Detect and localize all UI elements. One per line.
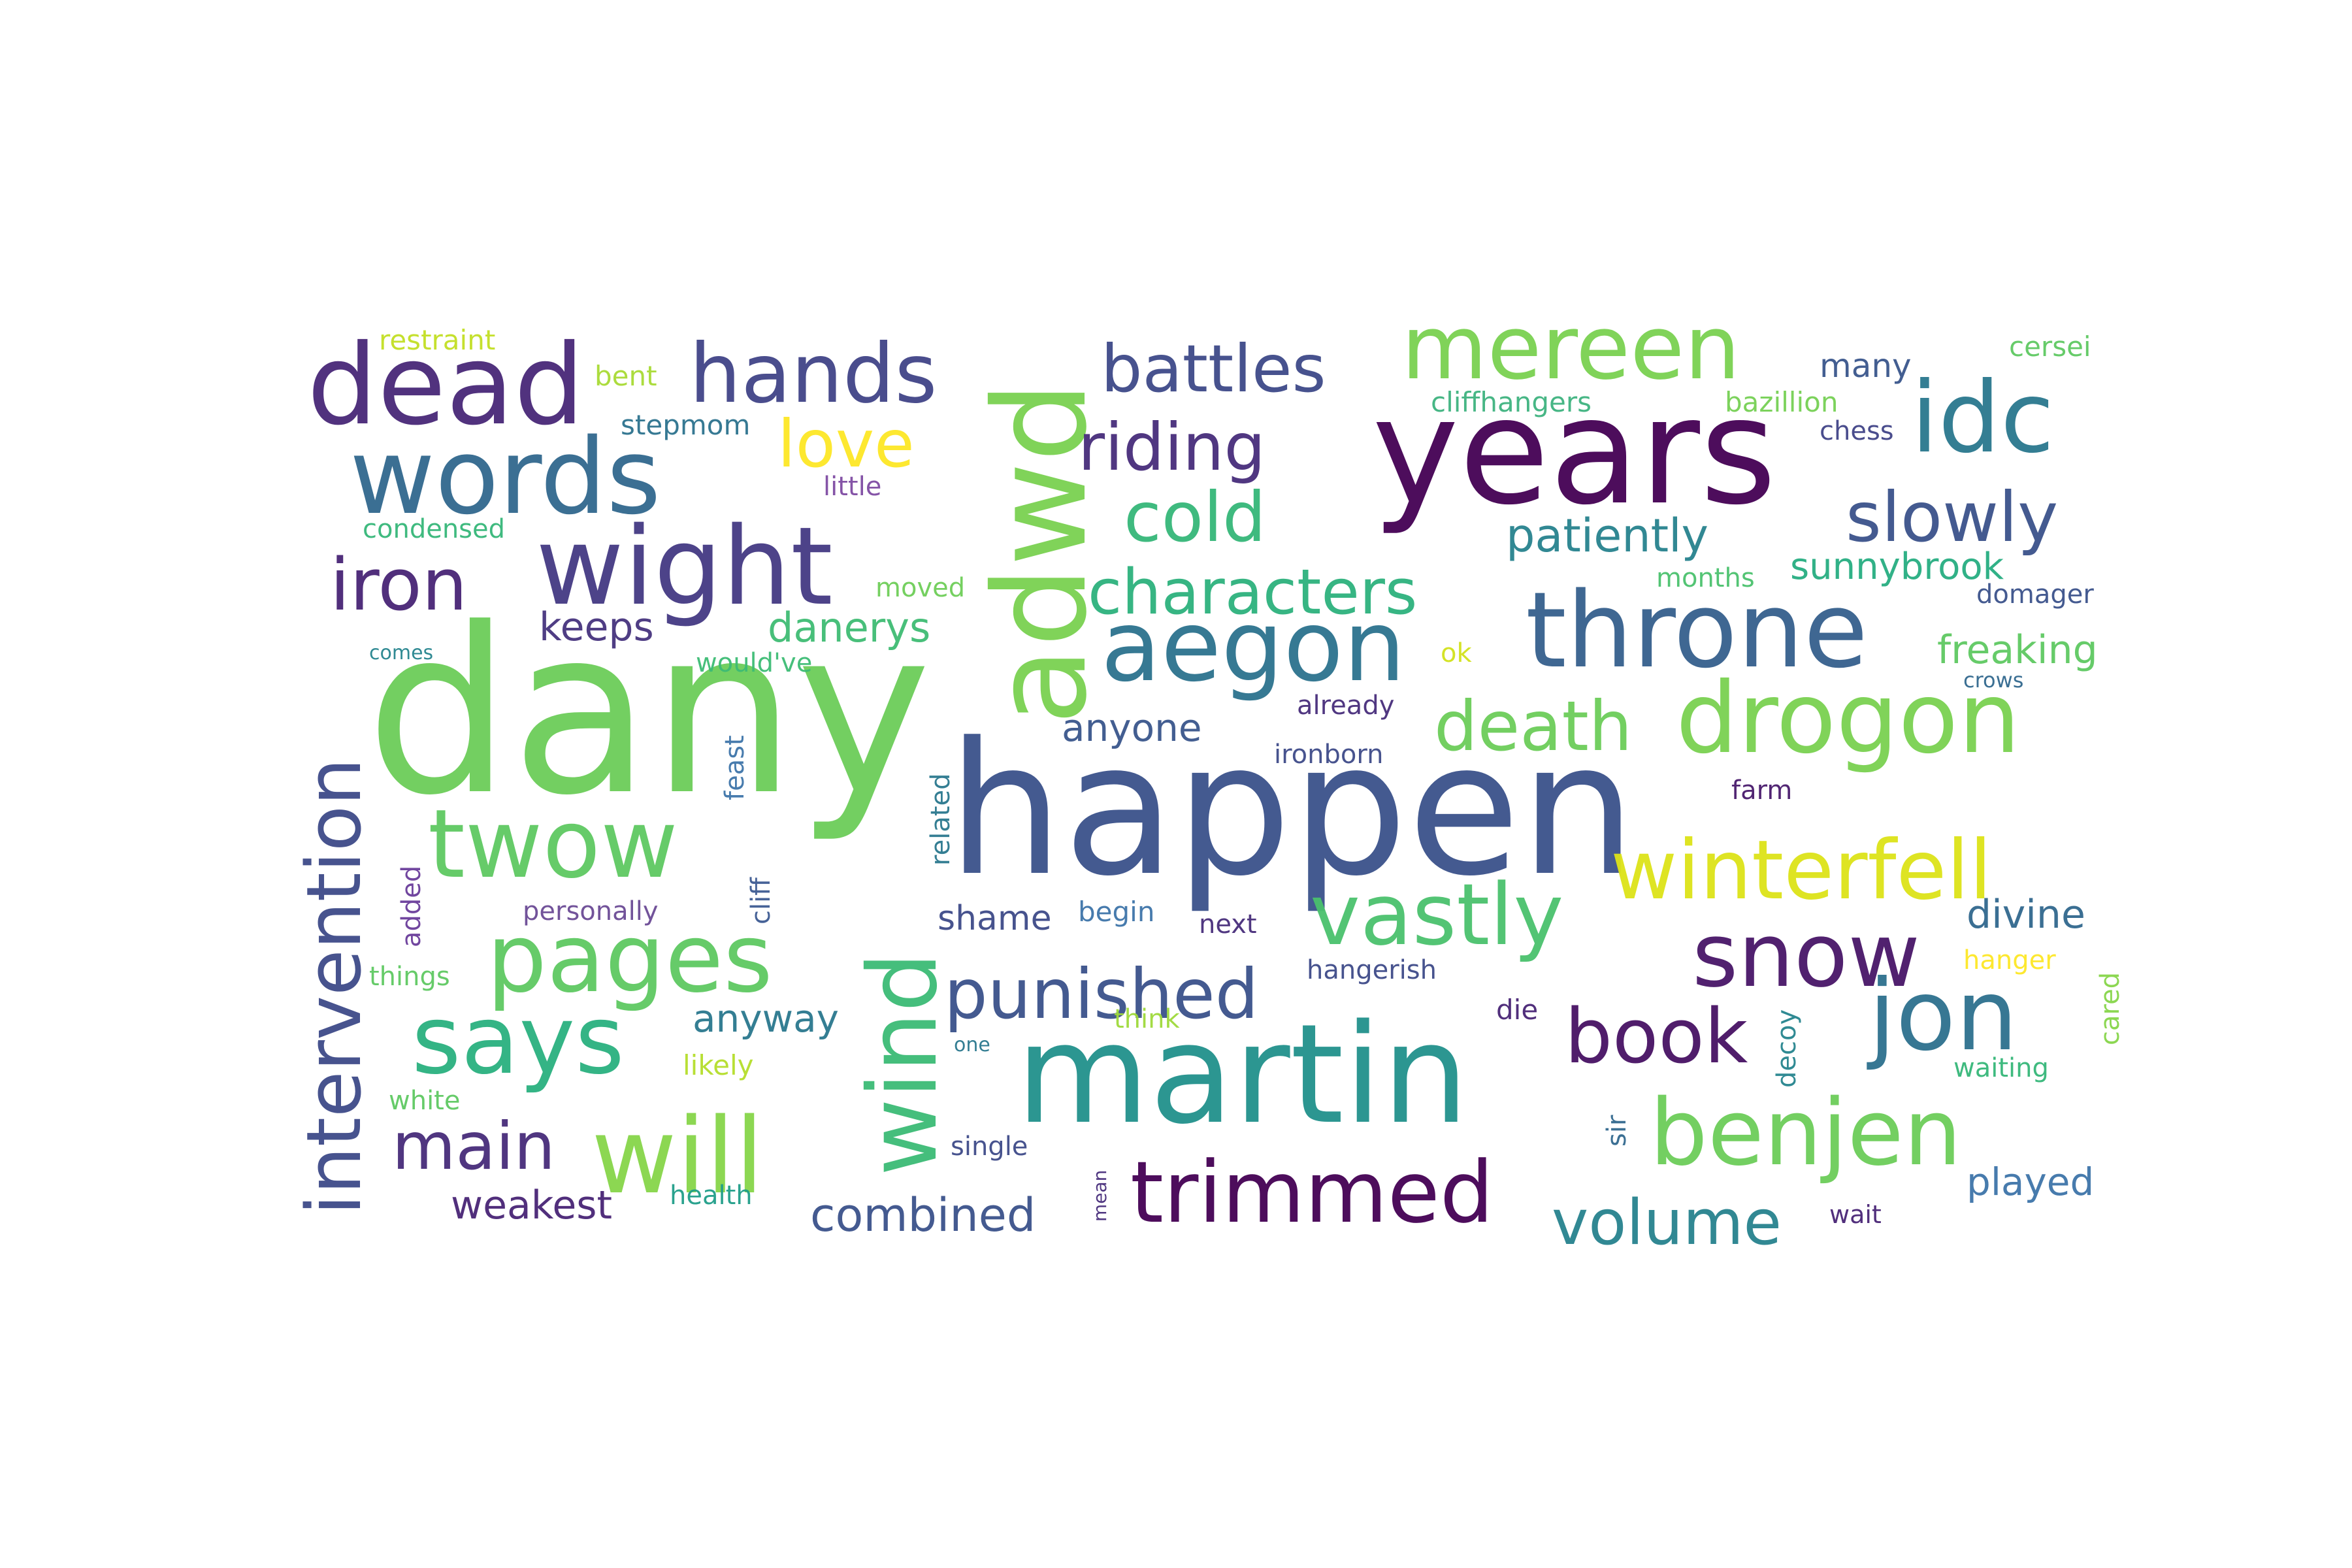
word-hangerish: hangerish [1307,955,1437,985]
word-will: will [591,1095,764,1217]
word-divine: divine [1967,892,2085,938]
word-dany: dany [366,579,932,845]
word-die: die [1496,994,1539,1026]
word-keeps: keeps [539,604,654,650]
word-likely: likely [683,1049,754,1081]
word-says: says [412,985,625,1096]
word-words: words [350,416,661,538]
word-ironborn: ironborn [1274,740,1384,770]
word-happen: happen [947,704,1637,917]
word-wight: wight [536,504,833,629]
word-shame: shame [938,899,1052,938]
word-mean: mean [1089,1169,1111,1222]
word-domager: domager [1976,580,2094,610]
word-farm: farm [1731,776,1793,806]
word-many: many [1820,347,1912,385]
word-volume: volume [1552,1187,1782,1259]
word-slowly: slowly [1846,478,2059,557]
word-single: single [951,1132,1028,1162]
word-condensed: condensed [363,514,506,544]
word-combined: combined [810,1188,1036,1242]
word-already: already [1297,691,1395,721]
word-bent: bent [595,360,657,392]
word-drogon: drogon [1676,662,2021,776]
word-added: added [397,865,427,947]
word-patiently: patiently [1506,509,1708,563]
word-restraint: restraint [379,324,496,356]
word-cold: cold [1124,478,1266,557]
word-comes: comes [369,642,434,664]
word-moved: moved [875,573,966,603]
word-wind: wind [848,952,958,1176]
word-martin: martin [1016,994,1469,1154]
word-bazillion: bazillion [1725,386,1838,418]
word-death: death [1434,687,1633,766]
word-intervention: intervention [291,758,378,1215]
word-one: one [954,1034,990,1056]
word-think: think [1114,1004,1180,1034]
word-idc: idc [1911,361,2055,475]
word-anyway: anyway [693,996,839,1041]
word-stepmom: stepmom [621,409,751,441]
word-next: next [1199,909,1257,939]
word-aegon: aegon [1101,590,1406,704]
word-white: white [389,1086,461,1116]
word-throne: throne [1526,569,1869,691]
word-cersei: cersei [2009,331,2091,363]
word-cared: cared [2095,972,2125,1045]
word-would-ve: would've [696,648,813,678]
word-main: main [392,1108,555,1184]
word-book: book [1565,993,1748,1081]
word-punished: punished [944,955,1259,1034]
word-hanger: hanger [1963,945,2056,975]
word-related: related [926,773,956,866]
word-health: health [670,1181,753,1211]
word-battles: battles [1101,331,1326,407]
word-weakest: weakest [451,1183,613,1228]
word-iron: iron [330,543,468,627]
word-years: years [1372,367,1777,538]
word-twow: twow [428,789,678,900]
word-love: love [777,406,915,482]
word-feast: feast [720,735,750,800]
word-sir: sir [1602,1115,1632,1147]
word-wait: wait [1829,1200,1882,1229]
word-anyone: anyone [1062,706,1202,750]
word-waiting: waiting [1953,1053,2049,1083]
word-dead: dead [307,321,585,450]
word-characters: characters [1088,557,1418,629]
word-chess: chess [1820,416,1894,446]
word-played: played [1967,1160,2095,1204]
word-hands: hands [689,327,938,421]
word-trimmed: trimmed [1130,1143,1494,1242]
word-vastly: vastly [1310,865,1564,964]
word-freaking: freaking [1937,627,2098,673]
word-mereen: mereen [1401,297,1740,399]
word-ok: ok [1441,638,1472,668]
word-personally: personally [523,896,659,926]
word-begin: begin [1078,896,1155,928]
word-benjen: benjen [1650,1080,1962,1186]
word-cliffhangers: cliffhangers [1431,386,1592,418]
word-months: months [1656,563,1755,593]
word-things: things [369,962,450,992]
word-jon: jon [1869,959,2018,1073]
word-snow: snow [1692,904,1920,1007]
word-winterfell: winterfell [1610,823,1992,918]
word-danerys: danerys [768,604,931,651]
word-pages: pages [487,904,773,1014]
word-crows: crows [1963,668,2024,693]
word-sunnybrook: sunnybrook [1790,546,2004,588]
word-decoy: decoy [1772,1009,1802,1088]
word-cliff: cliff [746,877,776,924]
word-riding: riding [1078,409,1266,485]
word-little: little [823,472,882,502]
